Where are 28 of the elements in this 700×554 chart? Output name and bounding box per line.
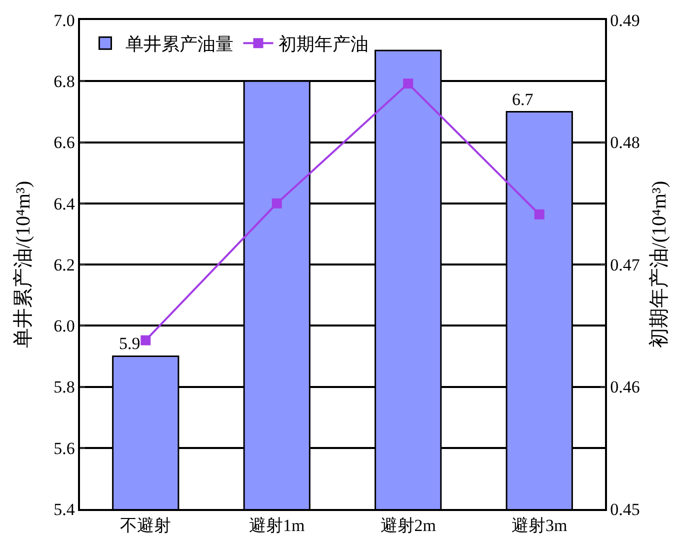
point: [140, 335, 151, 346]
y2-tick-label: 0.47: [610, 255, 640, 274]
legend-label: 单井累产油量: [125, 34, 234, 54]
point: [403, 78, 414, 89]
y-tick-label: 6.8: [54, 72, 75, 92]
point: [272, 198, 282, 208]
y-tick-label: 5.6: [54, 438, 75, 458]
y-tick-label: 6.6: [54, 133, 75, 152]
y-axis-title: 单井累产油/(10⁴m³): [12, 180, 34, 348]
y2-tick-label: 0.45: [610, 500, 640, 519]
x-tick-label: 不避射: [120, 516, 172, 536]
y-tick-label: 6.4: [54, 194, 76, 214]
y-tick-label: 6.2: [54, 255, 75, 274]
y2-tick-label: 0.46: [610, 378, 640, 397]
x-tick-label: 避射1m: [249, 516, 305, 536]
y-tick-label: 6.0: [54, 316, 75, 336]
x-tick-label: 避射2m: [380, 516, 436, 536]
y-tick-label: 5.8: [54, 378, 75, 397]
y2-tick-label: 0.48: [610, 133, 640, 152]
data-label: 5.9: [119, 334, 140, 353]
y-tick-label: 5.4: [54, 500, 76, 519]
y-tick-label: 7.0: [54, 10, 75, 30]
point: [534, 209, 544, 220]
y2-axis-title: 初期年产油/(10⁴m³): [648, 180, 670, 348]
legend-label: 初期年产油: [278, 34, 368, 54]
data-label: 6.7: [512, 90, 534, 109]
y2-tick-label: 0.49: [610, 10, 640, 30]
x-tick-label: 避射3m: [512, 516, 568, 536]
